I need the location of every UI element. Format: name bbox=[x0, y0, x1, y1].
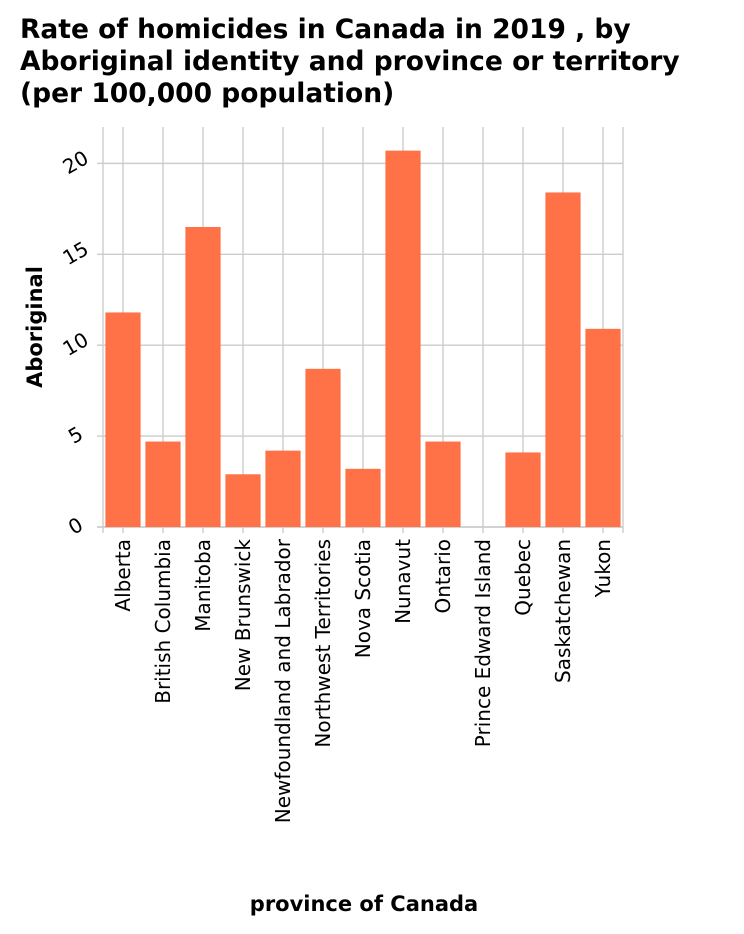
y-tick-label-15: 15 bbox=[58, 236, 92, 270]
x-tick-label-new-brunswick: New Brunswick bbox=[231, 539, 255, 692]
y-tick-label-5: 5 bbox=[64, 421, 87, 448]
bar-northwest-territories bbox=[305, 368, 341, 527]
x-tick-label-northwest-territories: Northwest Territories bbox=[311, 539, 335, 748]
bar-quebec bbox=[505, 452, 541, 527]
x-tick-label-alberta: Alberta bbox=[111, 539, 135, 612]
x-axis-label: province of Canada bbox=[250, 892, 478, 916]
chart-title: Rate of homicides in Canada in 2019 , by… bbox=[20, 14, 740, 110]
x-tick-label-ontario: Ontario bbox=[431, 539, 455, 614]
x-tick-label-prince-edward-island: Prince Edward Island bbox=[471, 539, 495, 747]
x-tick-label-nunavut: Nunavut bbox=[391, 539, 415, 624]
x-tick-label-quebec: Quebec bbox=[511, 539, 535, 616]
bar-newfoundland-and-labrador bbox=[265, 450, 301, 527]
x-tick-label-newfoundland-and-labrador: Newfoundland and Labrador bbox=[271, 538, 295, 823]
x-tick-label-manitoba: Manitoba bbox=[191, 539, 215, 632]
bars bbox=[105, 150, 621, 528]
bar-nova-scotia bbox=[345, 468, 381, 527]
x-tick-label-yukon: Yukon bbox=[591, 539, 615, 598]
bar-new-brunswick bbox=[225, 474, 261, 527]
bar-alberta bbox=[105, 312, 141, 527]
x-tick-label-british-columbia: British Columbia bbox=[151, 539, 175, 704]
bar-manitoba bbox=[185, 227, 221, 527]
bar-nunavut bbox=[385, 150, 421, 528]
chart-title-line-2: Aboriginal identity and province or terr… bbox=[20, 46, 680, 77]
chart-title-line-3: (per 100,000 population) bbox=[20, 78, 395, 109]
y-axis-label: Aboriginal bbox=[23, 266, 47, 388]
y-tick-label-0: 0 bbox=[64, 512, 87, 539]
x-axis-ticks: Alberta British Columbia Manitoba New Bruns… bbox=[111, 527, 615, 823]
y-tick-label-10: 10 bbox=[58, 327, 92, 361]
bar-ontario bbox=[425, 441, 461, 527]
x-tick-label-nova-scotia: Nova Scotia bbox=[351, 539, 375, 658]
bar-yukon bbox=[585, 328, 621, 527]
bar-saskatchewan bbox=[545, 192, 581, 528]
y-tick-label-20: 20 bbox=[58, 146, 92, 180]
x-tick-label-saskatchewan: Saskatchewan bbox=[551, 539, 575, 683]
chart-title-line-1: Rate of homicides in Canada in 2019 , by bbox=[20, 14, 631, 45]
y-axis-ticks: 0 5 10 15 20 bbox=[58, 146, 103, 540]
bar-british-columbia bbox=[145, 441, 181, 527]
